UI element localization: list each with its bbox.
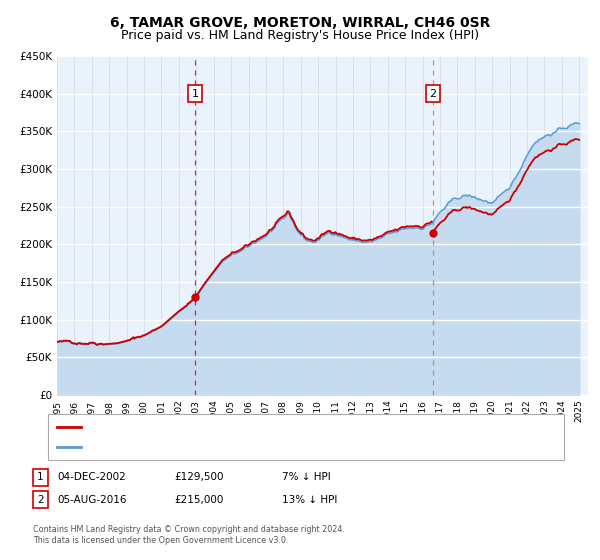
Text: 1: 1	[37, 472, 44, 482]
Text: 6, TAMAR GROVE, MORETON, WIRRAL, CH46 0SR (detached house): 6, TAMAR GROVE, MORETON, WIRRAL, CH46 0S…	[87, 422, 415, 432]
Text: 05-AUG-2016: 05-AUG-2016	[57, 494, 127, 505]
Text: Contains HM Land Registry data © Crown copyright and database right 2024.
This d: Contains HM Land Registry data © Crown c…	[33, 525, 345, 545]
Text: £129,500: £129,500	[174, 472, 223, 482]
Text: 2: 2	[37, 494, 44, 505]
Text: Price paid vs. HM Land Registry's House Price Index (HPI): Price paid vs. HM Land Registry's House …	[121, 29, 479, 42]
Text: £215,000: £215,000	[174, 494, 223, 505]
Text: 2: 2	[429, 88, 436, 99]
Text: 04-DEC-2002: 04-DEC-2002	[57, 472, 126, 482]
Text: 6, TAMAR GROVE, MORETON, WIRRAL, CH46 0SR: 6, TAMAR GROVE, MORETON, WIRRAL, CH46 0S…	[110, 16, 490, 30]
Text: 7% ↓ HPI: 7% ↓ HPI	[282, 472, 331, 482]
Text: 13% ↓ HPI: 13% ↓ HPI	[282, 494, 337, 505]
Text: 1: 1	[191, 88, 199, 99]
Text: HPI: Average price, detached house, Wirral: HPI: Average price, detached house, Wirr…	[87, 441, 296, 451]
